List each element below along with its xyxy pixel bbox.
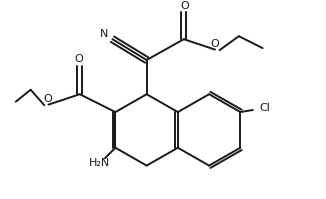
Text: Cl: Cl xyxy=(260,103,271,113)
Text: O: O xyxy=(180,1,189,11)
Text: H₂N: H₂N xyxy=(88,158,110,168)
Text: O: O xyxy=(44,94,52,104)
Text: O: O xyxy=(75,54,83,64)
Text: N: N xyxy=(100,29,108,39)
Text: O: O xyxy=(211,39,219,49)
